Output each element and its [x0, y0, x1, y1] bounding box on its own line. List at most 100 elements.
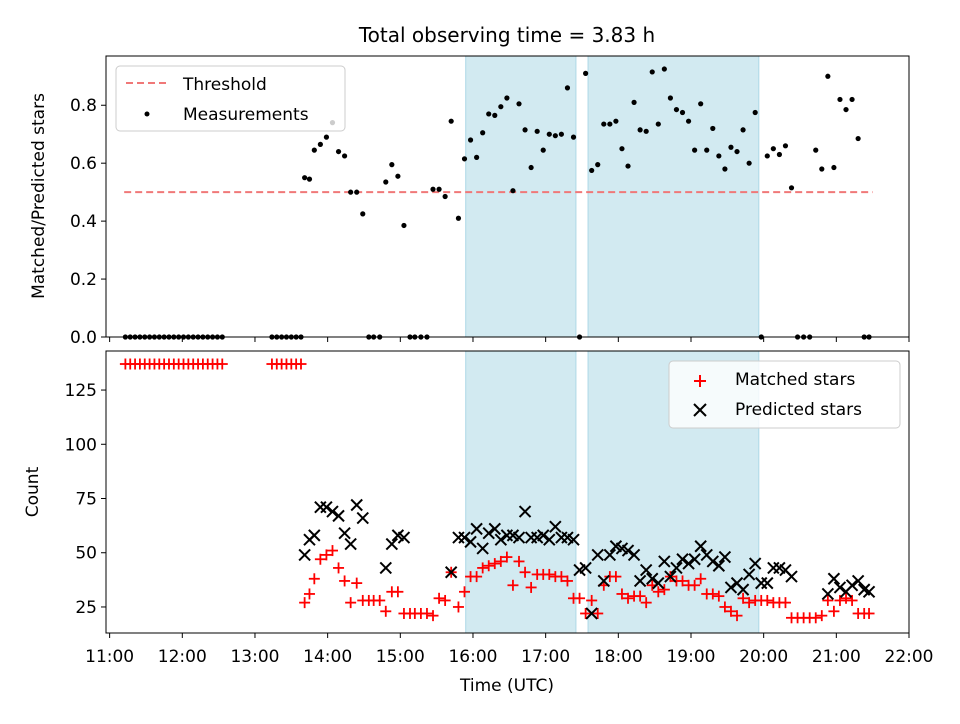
matched-legend-label: Matched stars: [735, 370, 855, 390]
x-tick-label: 14:00: [303, 647, 352, 667]
x-tick-label: 16:00: [448, 647, 497, 667]
predicted-star-point: [494, 533, 508, 546]
bottom-x-axis-ticks: 11:00 12:00 13:00 14:00 15:00 16:00 17:00 18:00…: [85, 633, 934, 667]
matched-star-point: [477, 562, 489, 574]
matched-star-point: [519, 566, 531, 578]
count-panel: 25 50 75 100 125 11:00 12:00 13:00 14:00 15:00 16…: [23, 350, 934, 696]
measurement-point: [306, 176, 313, 182]
matched-star-point: [810, 612, 822, 624]
matched-star-point: [433, 592, 445, 604]
matched-star-point: [719, 601, 731, 613]
bottom-y-tick-label: 100: [65, 435, 97, 455]
measurement-point: [601, 121, 607, 127]
bottom-y-axis-ticks: 25 50 75 100 125: [65, 381, 106, 618]
x-tick-label: 13:00: [230, 647, 279, 667]
matched-star-point: [586, 594, 598, 606]
predicted-star-point: [724, 581, 738, 594]
x-axis-label: Time (UTC): [459, 676, 554, 696]
x-tick-label: 22:00: [885, 647, 934, 667]
matched-star-point: [314, 553, 326, 565]
matched-star-point: [707, 588, 719, 600]
measurement-point: [716, 153, 722, 159]
measurement-point: [661, 66, 667, 72]
predicted-star-point: [712, 559, 726, 572]
matched-star-point: [483, 560, 495, 572]
top-x-axis-ticks: [109, 337, 910, 342]
x-tick-label: 17:00: [521, 647, 570, 667]
measurement-point: [317, 141, 323, 147]
predicted-star-point: [742, 568, 756, 581]
measurement-point: [486, 111, 492, 117]
predicted-star-point: [821, 587, 835, 601]
predicted-star-point: [833, 581, 847, 594]
top-y-axis-label: Matched/Predicted stars: [29, 93, 49, 299]
matched-star-point: [374, 594, 386, 606]
matched-star-point: [320, 549, 332, 561]
matched-star-point: [345, 597, 357, 609]
predicted-star-point: [298, 548, 311, 562]
predicted-star-point: [476, 542, 489, 555]
predicted-star-point: [567, 533, 580, 546]
measurement-point: [564, 85, 571, 91]
predicted-star-point: [518, 505, 532, 518]
matched-star-point: [846, 594, 858, 606]
matched-star-point: [351, 577, 363, 589]
predicted-star-point: [591, 548, 604, 562]
measurement-point: [558, 131, 564, 137]
predicted-star-point: [537, 529, 550, 542]
x-tick-label: 18:00: [594, 647, 643, 667]
measurement-point: [770, 146, 776, 152]
measurement-point: [619, 146, 625, 152]
measurement-point: [383, 179, 389, 185]
predicted-star-point: [379, 561, 392, 575]
matched-star-point: [295, 358, 307, 370]
measurement-point: [492, 112, 498, 118]
predicted-star-point: [639, 563, 653, 577]
measurement-point: [698, 101, 704, 107]
bottom-y-tick-label: 25: [75, 598, 97, 618]
measurement-point: [436, 186, 442, 192]
matched-star-point: [658, 584, 670, 596]
measurement-point: [710, 125, 716, 132]
measurement-point: [782, 143, 789, 149]
measurement-point: [595, 162, 601, 168]
measurement-point: [673, 106, 680, 113]
matched-star-point: [339, 575, 351, 587]
predicted-star-point: [862, 585, 876, 598]
measurement-point: [776, 151, 783, 158]
matched-star-point: [561, 575, 573, 587]
top-y-tick-label: 0.4: [70, 212, 97, 232]
matched-stars-points: [119, 358, 875, 624]
top-observing-intervals: [465, 55, 760, 338]
bottom-legend-box: [668, 360, 901, 429]
matched-star-point: [640, 597, 652, 609]
predicted-star-point: [344, 537, 357, 551]
matched-star-point: [713, 590, 725, 602]
bottom-legend: Matched stars Predicted stars: [668, 360, 901, 429]
predicted-star-point: [646, 572, 659, 585]
top-y-tick-label: 0.8: [70, 96, 97, 116]
measurement-point: [570, 134, 577, 140]
x-tick-label: 12:00: [158, 647, 207, 667]
measurement-point: [734, 148, 740, 155]
top-legend: Threshold Measurements: [115, 65, 346, 132]
measurement-point: [401, 222, 407, 229]
predicted-star-point: [748, 557, 762, 570]
predicted-star-point: [332, 509, 345, 523]
matched-star-point: [616, 588, 628, 600]
measurement-point: [442, 193, 448, 200]
bottom-y-tick-label: 75: [75, 490, 97, 510]
matched-star-point: [392, 586, 404, 598]
chart-title: Total observing time = 3.83 h: [358, 23, 655, 47]
matched-star-point: [737, 592, 749, 604]
predicted-star-point: [385, 537, 399, 551]
matched-star-point: [761, 594, 773, 606]
predicted-star-point: [627, 548, 641, 562]
predicted-star-point: [658, 555, 671, 568]
predicted-star-point: [585, 607, 598, 620]
matched-star-point: [779, 597, 791, 609]
measurement-point: [704, 147, 710, 153]
predicted-star-point: [579, 561, 592, 575]
measurement-point: [813, 147, 819, 153]
measurement-point: [348, 189, 354, 195]
